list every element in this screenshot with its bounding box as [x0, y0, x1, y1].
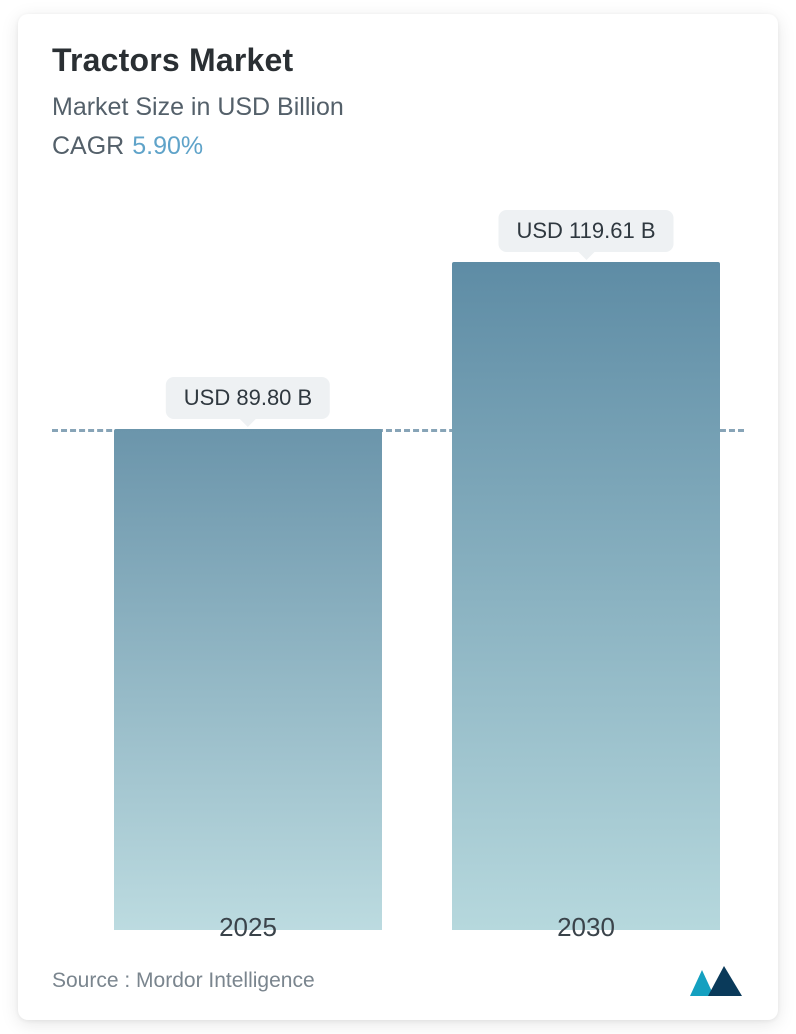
value-label-2025: USD 89.80 B: [166, 377, 330, 419]
bar-2025: [114, 429, 382, 930]
chart-title: Tractors Market: [52, 42, 744, 79]
x-axis-labels: 2025 2030: [18, 912, 778, 952]
x-label-2025: 2025: [219, 912, 277, 943]
card-footer: Source : Mordor Intelligence: [52, 964, 744, 998]
bar-chart: USD 89.80 B USD 119.61 B: [18, 204, 778, 930]
cagr-row: CAGR 5.90%: [52, 132, 744, 161]
chart-subtitle: Market Size in USD Billion: [52, 93, 744, 122]
bar-2030: [452, 262, 720, 930]
brand-logo-icon: [688, 964, 744, 998]
x-label-2030: 2030: [557, 912, 615, 943]
cagr-label: CAGR: [52, 132, 124, 160]
value-label-2030: USD 119.61 B: [498, 210, 673, 252]
source-text: Source : Mordor Intelligence: [52, 969, 315, 993]
market-card: Tractors Market Market Size in USD Billi…: [18, 14, 778, 1020]
cagr-value: 5.90%: [132, 132, 203, 160]
